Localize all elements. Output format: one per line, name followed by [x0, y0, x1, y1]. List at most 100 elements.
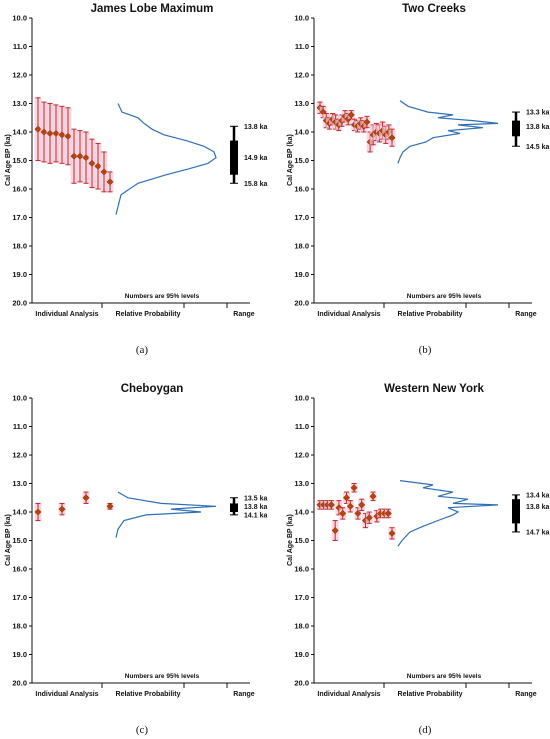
chart-panel-0: James Lobe Maximum 10.0 11.0 12.0 13.0 14.0 15…	[5, 3, 267, 318]
y-tick-label: 19.0	[12, 650, 27, 659]
probability-curve	[397, 480, 499, 547]
y-tick-label: 14.0	[12, 128, 27, 137]
data-point	[369, 492, 377, 500]
range-box	[512, 499, 520, 524]
y-tick-label: 11.0	[13, 42, 27, 51]
data-point	[106, 178, 114, 186]
y-tick-label: 18.0	[294, 242, 309, 251]
y-tick-label: 20.0	[12, 679, 27, 688]
data-point	[388, 134, 396, 142]
y-tick-label: 15.0	[294, 536, 309, 545]
data-point	[46, 129, 54, 137]
x-section-label: Individual Analysis	[35, 311, 98, 318]
footnote-95-levels: Numbers are 95% levels	[125, 673, 200, 680]
y-tick-label: 20.0	[294, 299, 309, 308]
data-point	[34, 125, 42, 133]
chart-panel-3: Western New York 10.0 11.0 12.0 13.0 14.0 15.0…	[287, 383, 549, 698]
range-label: 13.8 ka	[526, 124, 549, 131]
probability-curve	[115, 491, 217, 538]
y-tick-label: 10.0	[12, 14, 27, 23]
x-section-label: Range	[515, 311, 537, 318]
x-section-label: Relative Probability	[116, 691, 181, 698]
data-point	[384, 509, 392, 517]
y-tick-label: 13.0	[12, 99, 27, 108]
y-tick-label: 12.0	[12, 451, 27, 460]
y-tick-label: 12.0	[294, 71, 309, 80]
y-tick-label: 13.0	[294, 99, 309, 108]
y-tick-label: 19.0	[294, 270, 309, 279]
y-tick-label: 12.0	[12, 71, 27, 80]
y-tick-label: 11.0	[295, 422, 309, 431]
y-tick-label: 17.0	[12, 593, 27, 602]
y-tick-label: 14.0	[294, 128, 309, 137]
range-label: 13.8 ka	[526, 504, 549, 511]
y-axis-label: Cal Age BP (ka)	[5, 134, 12, 186]
range-label: 15.8 ka	[244, 181, 267, 188]
caption-a: (a)	[135, 344, 149, 356]
y-tick-label: 16.0	[294, 185, 309, 194]
chart-title: Two Creeks	[402, 3, 466, 15]
x-section-label: Individual Analysis	[35, 691, 98, 698]
range-label: 13.3 ka	[526, 110, 549, 117]
data-point	[94, 162, 102, 170]
data-point	[100, 168, 108, 176]
range-box	[230, 503, 238, 512]
data-point	[350, 484, 358, 492]
data-point	[358, 501, 366, 509]
data-point	[70, 152, 78, 160]
data-point	[363, 118, 371, 126]
y-tick-label: 20.0	[12, 299, 27, 308]
y-tick-label: 10.0	[12, 394, 27, 403]
y-tick-label: 17.0	[12, 213, 27, 222]
footnote-95-levels: Numbers are 95% levels	[125, 293, 200, 300]
y-tick-label: 10.0	[294, 394, 309, 403]
data-point	[58, 505, 66, 513]
y-axis-label: Cal Age BP (ka)	[5, 514, 12, 566]
y-tick-label: 18.0	[12, 622, 27, 631]
y-tick-label: 17.0	[294, 213, 309, 222]
data-point	[34, 508, 42, 516]
y-tick-label: 12.0	[294, 451, 309, 460]
caption-b: (b)	[418, 344, 432, 356]
caption-c: (c)	[135, 724, 149, 736]
x-section-label: Relative Probability	[398, 691, 463, 698]
data-point	[339, 509, 347, 517]
range-label: 14.1 ka	[244, 512, 267, 519]
range-label: 13.8 ka	[244, 124, 267, 131]
y-tick-label: 19.0	[12, 270, 27, 279]
y-tick-label: 20.0	[294, 679, 309, 688]
x-section-label: Relative Probability	[398, 311, 463, 318]
data-point	[331, 526, 339, 535]
range-label: 13.5 ka	[244, 495, 267, 502]
y-axis-label: Cal Age BP (ka)	[287, 514, 294, 566]
data-point	[88, 159, 96, 167]
chart-panel-2: Cheboygan 10.0 11.0 12.0 13.0 14.0 15.0 16.0 17.…	[5, 383, 267, 698]
data-point	[82, 154, 90, 162]
data-point	[388, 529, 396, 537]
chart-panel-1: Two Creeks 10.0 11.0 12.0 13.0 14.0 15.0 16.0 17…	[287, 3, 549, 318]
y-tick-label: 14.0	[12, 508, 27, 517]
data-point	[76, 152, 84, 160]
data-point	[327, 501, 335, 509]
chart-title: Western New York	[384, 383, 484, 395]
chart-title: Cheboygan	[121, 383, 184, 395]
y-tick-label: 15.0	[12, 156, 27, 165]
data-point	[82, 494, 90, 502]
y-tick-label: 14.0	[294, 508, 309, 517]
y-tick-label: 13.0	[294, 479, 309, 488]
range-label: 13.8 ka	[244, 504, 267, 511]
data-point	[64, 132, 72, 140]
y-tick-label: 19.0	[294, 650, 309, 659]
y-tick-label: 15.0	[294, 156, 309, 165]
x-section-label: Range	[233, 311, 255, 318]
y-tick-label: 16.0	[294, 565, 309, 574]
y-tick-label: 16.0	[12, 185, 27, 194]
range-box	[512, 120, 520, 137]
probability-curve	[115, 103, 217, 215]
data-point	[52, 129, 60, 137]
range-label: 14.7 ka	[526, 529, 549, 536]
y-tick-label: 18.0	[294, 622, 309, 631]
footnote-95-levels: Numbers are 95% levels	[407, 293, 482, 300]
y-tick-label: 10.0	[294, 14, 309, 23]
